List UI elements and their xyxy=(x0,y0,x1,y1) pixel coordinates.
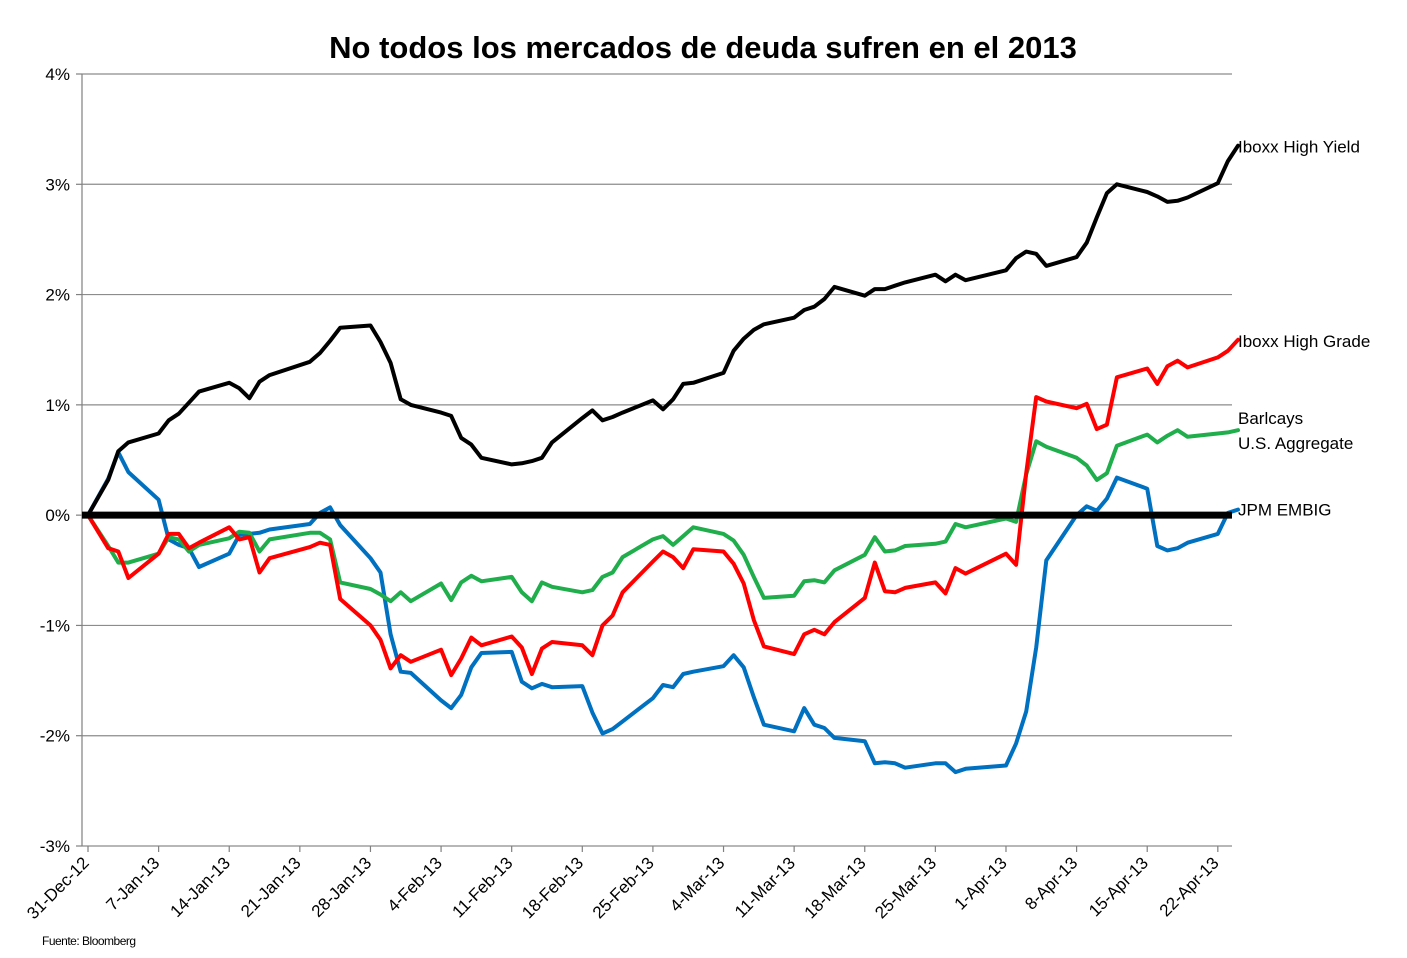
y-tick-label: 0% xyxy=(45,506,70,525)
y-tick-label: 1% xyxy=(45,396,70,415)
x-tick-label: 22-Apr-13 xyxy=(1156,853,1223,920)
series-label: Iboxx High Yield xyxy=(1238,138,1360,157)
x-tick-label: 11-Mar-13 xyxy=(731,853,799,921)
x-tick-label: 15-Apr-13 xyxy=(1085,853,1152,920)
source-note: Fuente: Bloomberg xyxy=(42,934,136,948)
series-labels: Iboxx High Yield Iboxx High Grade Barlcays… xyxy=(1238,138,1370,520)
y-tick-label: -1% xyxy=(40,616,70,635)
y-tick-label: 4% xyxy=(45,65,70,84)
series-line-iboxx-high-grade xyxy=(86,337,1240,678)
x-tick-label: 11-Feb-13 xyxy=(448,853,516,921)
y-tick-label: -3% xyxy=(40,837,70,856)
y-tick-label: -2% xyxy=(40,727,70,746)
series-label: Iboxx High Grade xyxy=(1238,332,1370,351)
x-tick-label: 28-Jan-13 xyxy=(308,853,376,921)
x-tick-label: 1-Apr-13 xyxy=(951,853,1011,913)
series-lines xyxy=(86,143,1240,775)
x-tick-label: 4-Mar-13 xyxy=(666,853,728,915)
series-label: U.S. Aggregate xyxy=(1238,434,1353,453)
x-tick-label: 25-Feb-13 xyxy=(589,853,658,922)
x-tick-label: 21-Jan-13 xyxy=(237,853,305,921)
series-line-jpm-embig xyxy=(86,450,1240,775)
x-tick-label: 8-Apr-13 xyxy=(1021,853,1081,913)
gridlines xyxy=(82,73,1232,847)
chart-title: No todos los mercados de deuda sufren en… xyxy=(329,30,1077,65)
series-line-barlcays-u-s-aggregate xyxy=(86,428,1240,604)
x-tick-label: 7-Jan-13 xyxy=(103,853,164,914)
x-tick-label: 18-Mar-13 xyxy=(801,853,870,922)
y-axis-ticks: 4% 3% 2% 1% 0% -1% -2% -3% xyxy=(40,65,82,856)
x-tick-label: 14-Jan-13 xyxy=(166,853,234,921)
x-tick-label: 18-Feb-13 xyxy=(518,853,587,922)
x-tick-label: 4-Feb-13 xyxy=(384,853,446,915)
y-tick-label: 3% xyxy=(45,175,70,194)
series-line-iboxx-high-yield xyxy=(86,143,1240,518)
x-tick-label: 25-Mar-13 xyxy=(871,853,940,922)
series-label: Barlcays xyxy=(1238,409,1303,428)
y-tick-label: 2% xyxy=(45,286,70,305)
x-axis-ticks: 31-Dec-12 7-Jan-13 14-Jan-13 21-Jan-13 28-Ja… xyxy=(23,846,1223,923)
series-label: JPM EMBIG xyxy=(1238,501,1332,520)
x-tick-label: 31-Dec-12 xyxy=(23,853,93,923)
